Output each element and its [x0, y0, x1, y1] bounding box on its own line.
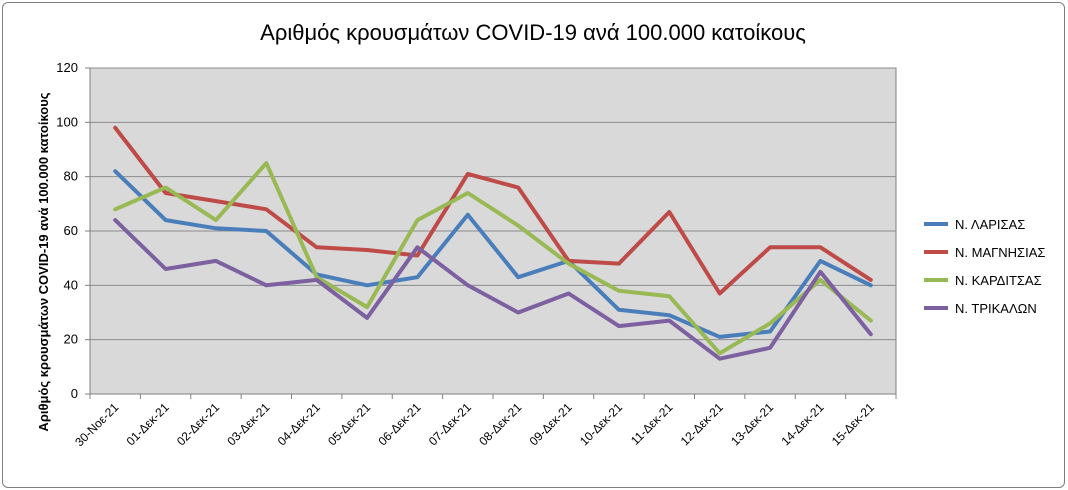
x-tick-label: 14-Δεκ-21 [778, 400, 826, 448]
y-tick-label: 60 [64, 223, 78, 238]
y-axis-label: Αριθμός κρουσμάτων COVID-19 ανά 100.000 … [36, 92, 51, 431]
x-tick-label: 01-Δεκ-21 [124, 400, 172, 448]
x-tick-label: 10-Δεκ-21 [577, 400, 625, 448]
series-lines [113, 125, 873, 361]
legend-label: Ν. ΜΑΓΝΗΣΙΑΣ [955, 245, 1045, 260]
x-tick-label: 12-Δεκ-21 [678, 400, 726, 448]
chart-title: Αριθμός κρουσμάτων COVID-19 ανά 100.000 … [260, 20, 806, 45]
x-tick-label: 02-Δεκ-21 [174, 400, 222, 448]
legend-label: Ν. ΤΡΙΚΑΛΩΝ [955, 301, 1037, 316]
y-tick-label: 20 [64, 332, 78, 347]
series-line [113, 169, 873, 339]
x-tick-label: 04-Δεκ-21 [275, 400, 323, 448]
x-tick-label: 05-Δεκ-21 [325, 400, 373, 448]
y-tick-label: 120 [56, 60, 78, 75]
y-tick-label: 40 [64, 277, 78, 292]
series-line [113, 218, 873, 361]
x-tick-label: 13-Δεκ-21 [728, 400, 776, 448]
legend-label: Ν. ΛΑΡΙΣΑΣ [955, 217, 1025, 232]
y-tick-label: 0 [71, 386, 78, 401]
y-tick-label: 100 [56, 114, 78, 129]
x-tick-label: 03-Δεκ-21 [224, 400, 272, 448]
legend-label: Ν. ΚΑΡΔΙΤΣΑΣ [955, 273, 1042, 288]
x-tick-label: 30-Νοε-21 [72, 400, 121, 449]
grid-lines [90, 67, 896, 395]
x-tick-label: 11-Δεκ-21 [628, 400, 676, 448]
x-tick-label: 08-Δεκ-21 [476, 400, 524, 448]
legend: Ν. ΛΑΡΙΣΑΣ Ν. ΜΑΓΝΗΣΙΑΣ Ν. ΚΑΡΔΙΤΣΑΣ Ν. ΤΡΙ… [924, 217, 1045, 316]
x-tick-label: 06-Δεκ-21 [375, 400, 423, 448]
x-tick-label: 15-Δεκ-21 [829, 400, 877, 448]
x-tick-label: 07-Δεκ-21 [426, 400, 474, 448]
series-line [113, 125, 873, 296]
series-line [113, 161, 873, 356]
x-tick-label: 09-Δεκ-21 [527, 400, 575, 448]
y-tick-label: 80 [64, 169, 78, 184]
